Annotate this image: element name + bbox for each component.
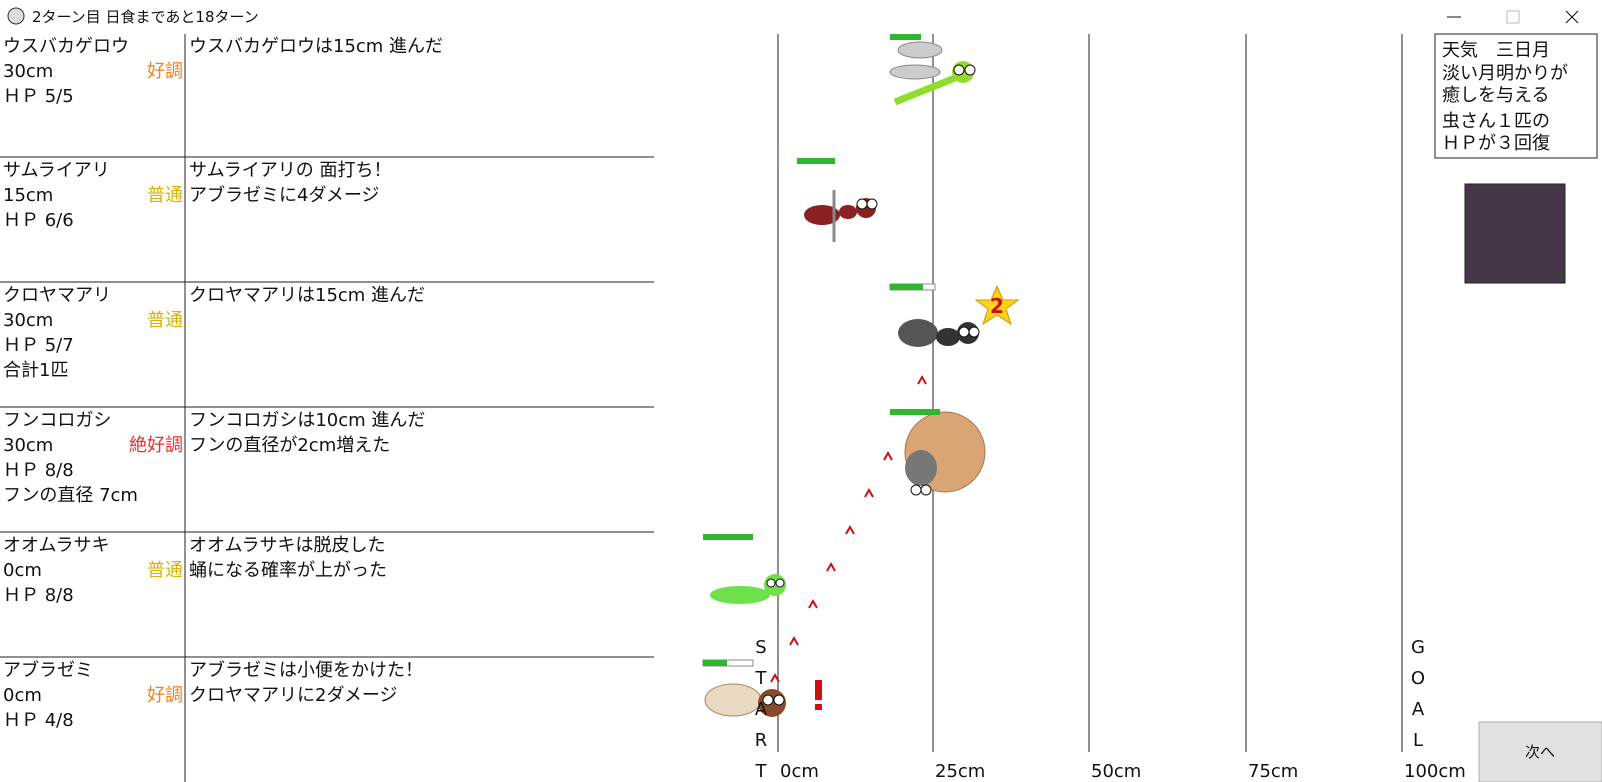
message: アブラゼミは小便をかけた！ bbox=[189, 660, 423, 681]
goal-letter: G bbox=[1411, 637, 1425, 658]
close[interactable] bbox=[1565, 10, 1579, 24]
message: フンの直径が2cm増えた bbox=[189, 435, 391, 456]
hp: ＨＰ 5/7 bbox=[3, 335, 74, 356]
weather-box bbox=[1434, 33, 1598, 159]
message: 蛹になる確率が上がった bbox=[189, 560, 387, 581]
insect-name: フンコロガシ bbox=[3, 410, 112, 431]
dung-beetle bbox=[904, 411, 986, 496]
goal-letter: A bbox=[1412, 699, 1425, 720]
track-tick-label: 25cm bbox=[935, 761, 985, 782]
window-title: 2ターン目 日食まであと18ターン bbox=[32, 8, 259, 26]
weather-text: 虫さん１匹の bbox=[1442, 111, 1550, 132]
distance: 30cm bbox=[3, 61, 54, 82]
message: フンコロガシは10cm 進んだ bbox=[189, 410, 426, 431]
extra-info: フンの直径 7cm bbox=[3, 485, 138, 506]
hp: ＨＰ 4/8 bbox=[3, 710, 74, 731]
star-badge: 2 bbox=[990, 294, 1004, 318]
condition: 好調 bbox=[147, 61, 183, 82]
next-button-label[interactable]: 次へ bbox=[1525, 743, 1555, 761]
dragonfly bbox=[889, 41, 976, 106]
cicada bbox=[704, 683, 786, 717]
weather-text: 淡い月明かりが bbox=[1442, 63, 1568, 84]
goal-letter: L bbox=[1413, 730, 1423, 751]
weather-text: ＨＰが３回復 bbox=[1442, 133, 1550, 154]
hp: ＨＰ 8/8 bbox=[3, 460, 74, 481]
next-button[interactable] bbox=[1478, 721, 1602, 782]
insect-name: ウスバカゲロウ bbox=[3, 36, 129, 57]
condition: 好調 bbox=[147, 685, 183, 706]
distance: 15cm bbox=[3, 185, 54, 206]
distance: 30cm bbox=[3, 435, 54, 456]
start-letter: T bbox=[755, 761, 768, 782]
track-tick-label: 100cm bbox=[1404, 761, 1466, 782]
message: クロヤマアリは15cm 進んだ bbox=[189, 285, 426, 306]
title-bar bbox=[0, 0, 1602, 33]
condition: 普通 bbox=[147, 310, 183, 331]
start-letter: R bbox=[755, 730, 768, 751]
weather-text: 癒しを与える bbox=[1442, 85, 1550, 106]
condition: 普通 bbox=[147, 185, 183, 206]
insect-name: サムライアリ bbox=[3, 160, 110, 181]
moon-panel bbox=[1464, 183, 1566, 284]
track-tick-label: 75cm bbox=[1248, 761, 1298, 782]
track-tick-label: 50cm bbox=[1091, 761, 1141, 782]
message: オオムラサキは脱皮した bbox=[189, 535, 386, 556]
distance: 30cm bbox=[3, 310, 54, 331]
condition: 絶好調 bbox=[129, 435, 183, 456]
start-letter: S bbox=[755, 637, 766, 658]
app-icon bbox=[7, 7, 25, 25]
samurai-ant bbox=[804, 190, 878, 242]
track-tick-label: 0cm bbox=[780, 761, 819, 782]
row-dividers bbox=[0, 156, 654, 658]
start-letter: T bbox=[755, 668, 768, 689]
maximize[interactable] bbox=[1506, 10, 1520, 24]
weather-title: 天気 三日月 bbox=[1442, 40, 1550, 61]
extra-info: 合計1匹 bbox=[3, 360, 69, 381]
distance: 0cm bbox=[3, 560, 42, 581]
message: サムライアリの 面打ち！ bbox=[189, 160, 392, 181]
track-lines bbox=[777, 34, 1403, 752]
hp: ＨＰ 8/8 bbox=[3, 585, 74, 606]
message: アブラゼミに4ダメージ bbox=[189, 185, 380, 206]
start-letter: A bbox=[755, 699, 768, 720]
message: クロヤマアリに2ダメージ bbox=[189, 685, 398, 706]
alert-mark bbox=[815, 680, 822, 710]
insect-name: オオムラサキ bbox=[3, 535, 110, 556]
condition: 普通 bbox=[147, 560, 183, 581]
trail bbox=[770, 374, 927, 683]
black-ant bbox=[898, 284, 1020, 347]
hp-bars bbox=[702, 34, 940, 667]
insect-name: クロヤマアリ bbox=[3, 285, 111, 306]
hp: ＨＰ 5/5 bbox=[3, 86, 74, 107]
distance: 0cm bbox=[3, 685, 42, 706]
goal-letter: O bbox=[1411, 668, 1425, 689]
hp: ＨＰ 6/6 bbox=[3, 210, 74, 231]
caterpillar bbox=[710, 574, 786, 604]
message: ウスバカゲロウは15cm 進んだ bbox=[189, 36, 444, 57]
insect-name: アブラゼミ bbox=[3, 660, 93, 681]
